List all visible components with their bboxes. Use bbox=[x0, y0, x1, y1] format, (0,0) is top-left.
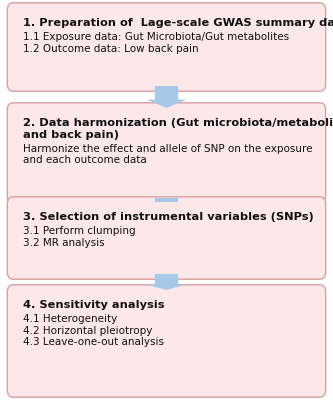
Text: 4.3 Leave-one-out analysis: 4.3 Leave-one-out analysis bbox=[23, 337, 164, 347]
Text: 4.1 Heterogeneity: 4.1 Heterogeneity bbox=[23, 314, 118, 324]
Text: 1.1 Exposure data: Gut Microbiota/Gut metabolites: 1.1 Exposure data: Gut Microbiota/Gut me… bbox=[23, 32, 289, 42]
Text: and each outcome data: and each outcome data bbox=[23, 155, 147, 165]
Polygon shape bbox=[147, 86, 186, 108]
Polygon shape bbox=[147, 274, 186, 290]
Text: 1.2 Outcome data: Low back pain: 1.2 Outcome data: Low back pain bbox=[23, 44, 199, 54]
FancyBboxPatch shape bbox=[7, 285, 326, 397]
Text: Harmonize the effect and allele of SNP on the exposure: Harmonize the effect and allele of SNP o… bbox=[23, 144, 313, 154]
Polygon shape bbox=[147, 198, 186, 202]
Text: 3.2 MR analysis: 3.2 MR analysis bbox=[23, 238, 105, 248]
Text: 2. Data harmonization (Gut microbiota/metabolites
and back pain): 2. Data harmonization (Gut microbiota/me… bbox=[23, 118, 333, 140]
Text: 3. Selection of instrumental variables (SNPs): 3. Selection of instrumental variables (… bbox=[23, 212, 314, 222]
FancyBboxPatch shape bbox=[7, 197, 326, 279]
Text: 4. Sensitivity analysis: 4. Sensitivity analysis bbox=[23, 300, 165, 310]
Text: 3.1 Perform clumping: 3.1 Perform clumping bbox=[23, 226, 136, 236]
Text: 1. Preparation of  Lage-scale GWAS summary data: 1. Preparation of Lage-scale GWAS summar… bbox=[23, 18, 333, 28]
FancyBboxPatch shape bbox=[7, 3, 326, 91]
Text: 4.2 Horizontal pleiotropy: 4.2 Horizontal pleiotropy bbox=[23, 326, 153, 336]
FancyBboxPatch shape bbox=[7, 103, 326, 203]
